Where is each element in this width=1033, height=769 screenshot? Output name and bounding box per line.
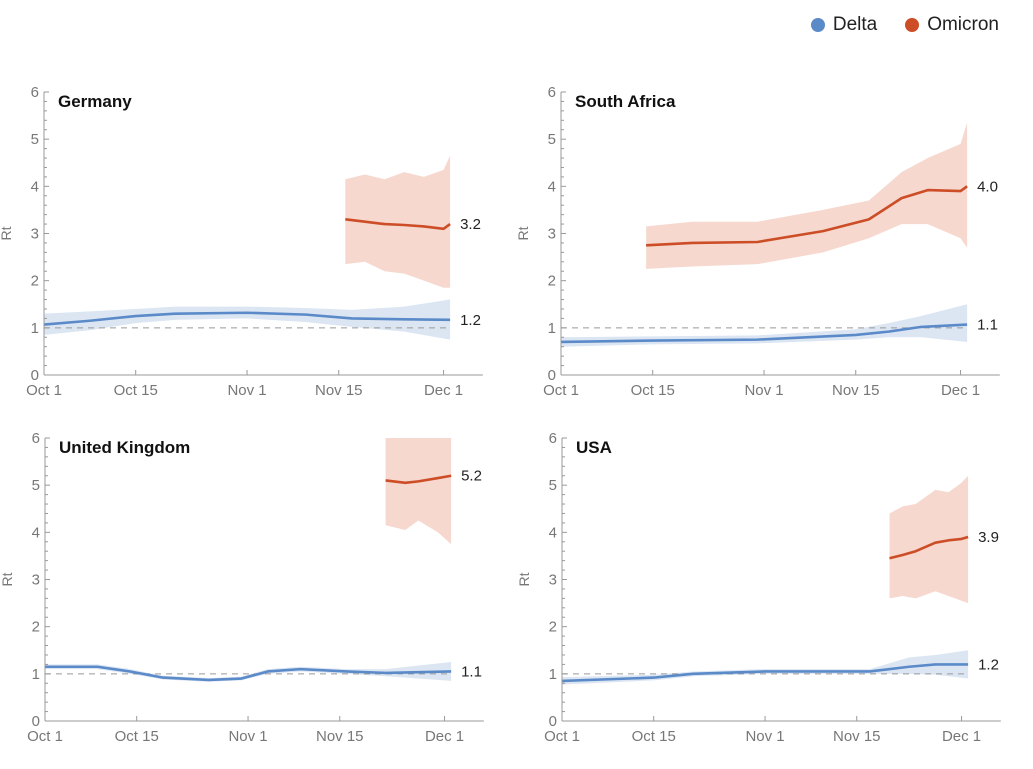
- legend-swatch-omicron: [905, 18, 920, 32]
- y-tick-label: 4: [548, 178, 556, 195]
- end-value-label-delta: 1.2: [978, 656, 999, 673]
- panel-united-kingdom: 1.1 5.2 0 1 2 3 4 5 6 Oct 1 Oct 15 Nov 1 Nov 15 Dec 1…: [0, 430, 484, 745]
- series-line-omicron: [345, 218, 451, 231]
- x-tick-label: Dec 1: [941, 382, 980, 399]
- x-tick-label: Oct 15: [114, 382, 158, 399]
- panel-title: United Kingdom: [59, 438, 190, 457]
- x-tick-label: Nov 15: [316, 728, 364, 745]
- legend-swatch-delta: [810, 18, 825, 32]
- end-value-label-omicron: 4.0: [977, 178, 998, 195]
- series-line-delta: [43, 311, 451, 326]
- confidence-band-delta: [561, 304, 968, 347]
- y-axis-label: Rt: [515, 226, 531, 240]
- y-tick-label: 5: [32, 477, 40, 494]
- series-line-delta: [45, 665, 452, 682]
- legend-item-omicron: Omicron: [905, 14, 999, 36]
- x-tick-label: Oct 1: [544, 728, 580, 745]
- x-tick-label: Oct 1: [26, 382, 62, 399]
- y-tick-label: 4: [32, 524, 40, 541]
- y-axis-label: Rt: [516, 572, 532, 586]
- y-tick-label: 5: [549, 477, 557, 494]
- y-tick-label: 2: [31, 273, 39, 290]
- x-tick-label: Nov 1: [228, 728, 267, 745]
- y-tick-label: 2: [549, 619, 557, 636]
- series-line-omicron: [646, 185, 968, 247]
- y-tick-label: 2: [548, 273, 556, 290]
- x-tick-label: Dec 1: [425, 728, 464, 745]
- series-line-delta: [560, 323, 968, 344]
- y-tick-label: 1: [549, 666, 557, 683]
- end-value-label-omicron: 3.2: [460, 216, 481, 233]
- end-value-label-delta: 1.1: [461, 663, 482, 680]
- confidence-band-delta: [44, 299, 451, 340]
- confidence-band-omicron: [646, 122, 968, 269]
- x-tick-label: Nov 1: [227, 382, 266, 399]
- panel-title: USA: [576, 438, 612, 457]
- x-tick-label: Dec 1: [424, 382, 463, 399]
- end-value-label-omicron: 5.2: [461, 468, 482, 485]
- y-tick-label: 2: [32, 619, 40, 636]
- y-tick-label: 3: [548, 226, 556, 243]
- y-tick-label: 6: [548, 84, 556, 101]
- y-tick-label: 6: [549, 430, 557, 447]
- y-tick-label: 1: [31, 320, 39, 337]
- legend-label-omicron: Omicron: [927, 14, 999, 35]
- legend-item-delta: Delta: [810, 14, 878, 36]
- x-tick-label: Nov 1: [745, 728, 784, 745]
- x-tick-label: Oct 15: [632, 728, 676, 745]
- x-tick-label: Oct 1: [543, 382, 579, 399]
- y-tick-label: 5: [548, 131, 556, 148]
- panel-title: South Africa: [575, 92, 676, 111]
- y-tick-label: 0: [548, 367, 556, 384]
- confidence-band-omicron: [889, 475, 969, 604]
- series-line-omicron: [889, 535, 969, 560]
- y-tick-label: 4: [31, 178, 39, 195]
- y-tick-label: 4: [549, 524, 557, 541]
- end-value-label-delta: 1.2: [460, 312, 481, 329]
- x-tick-label: Oct 15: [631, 382, 675, 399]
- legend: Delta Omicron: [810, 14, 999, 36]
- x-tick-label: Oct 15: [115, 728, 159, 745]
- y-tick-label: 3: [549, 572, 557, 589]
- end-value-label-omicron: 3.9: [978, 529, 999, 546]
- end-value-label-delta: 1.1: [977, 317, 998, 334]
- x-tick-label: Nov 15: [832, 382, 880, 399]
- series-line-delta: [561, 663, 969, 683]
- y-tick-label: 3: [32, 572, 40, 589]
- confidence-band-omicron: [385, 438, 452, 545]
- x-tick-label: Nov 15: [315, 382, 363, 399]
- y-tick-label: 0: [32, 713, 40, 730]
- y-axis-label: Rt: [0, 572, 15, 586]
- y-tick-label: 6: [31, 84, 39, 101]
- y-tick-label: 0: [31, 367, 39, 384]
- y-tick-label: 0: [549, 713, 557, 730]
- panel-title: Germany: [58, 92, 132, 111]
- y-tick-label: 1: [32, 666, 40, 683]
- x-tick-label: Dec 1: [942, 728, 981, 745]
- y-tick-label: 3: [31, 226, 39, 243]
- x-tick-label: Oct 1: [27, 728, 63, 745]
- panel-usa: 1.2 3.9 0 1 2 3 4 5 6 Oct 1 Oct 15 Nov 1 Nov 15 Dec 1…: [516, 430, 1001, 745]
- series-line-omicron: [385, 474, 452, 485]
- x-tick-label: Nov 15: [833, 728, 881, 745]
- panel-south-africa: 1.1 4.0 0 1 2 3 4 5 6 Oct 1 Oct 15 Nov 1 Nov 15 Dec 1…: [515, 84, 1000, 399]
- y-tick-label: 5: [31, 131, 39, 148]
- y-tick-label: 1: [548, 320, 556, 337]
- legend-label-delta: Delta: [832, 14, 878, 35]
- y-tick-label: 6: [32, 430, 40, 447]
- confidence-band-omicron: [345, 155, 451, 288]
- x-tick-label: Nov 1: [744, 382, 783, 399]
- y-axis-label: Rt: [0, 226, 14, 240]
- panel-germany: 1.2 3.2 0 1 2 3 4 5 6 Oct 1 Oct 15 Nov 1 Nov 15 Dec 1…: [0, 84, 483, 399]
